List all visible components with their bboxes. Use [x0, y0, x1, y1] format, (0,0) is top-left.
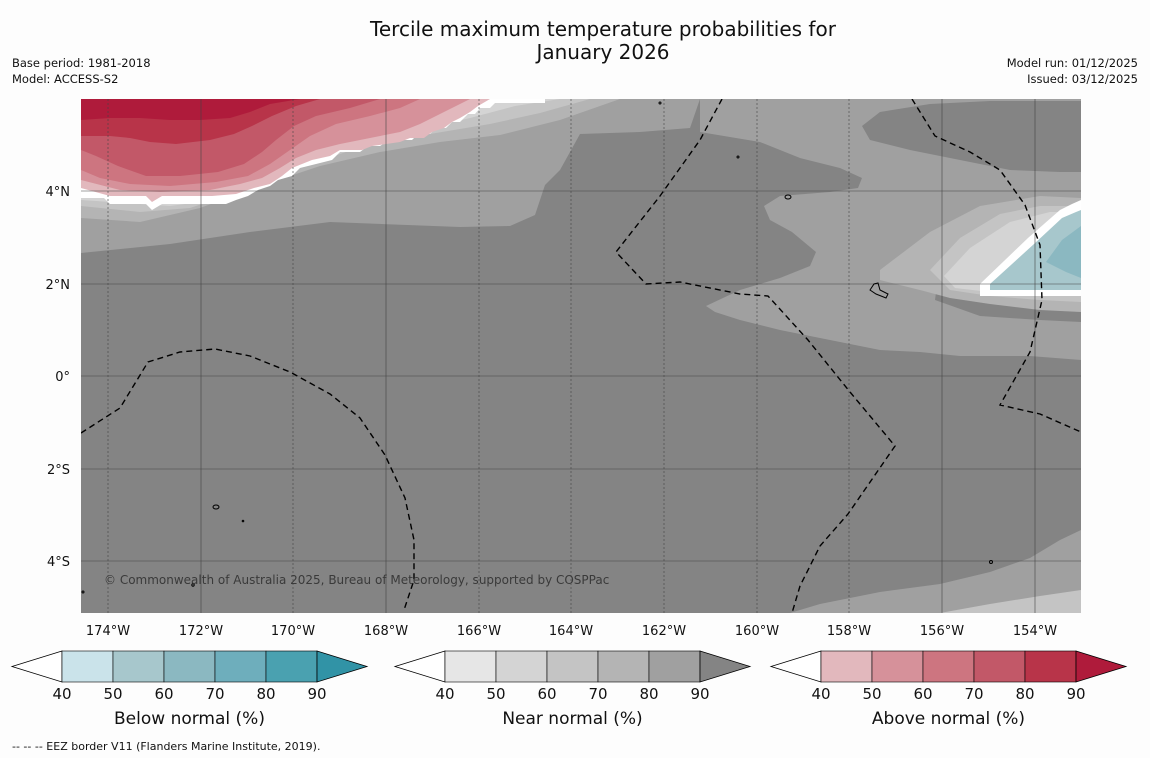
colorbar-tick: 40	[811, 685, 830, 703]
title-line-1: Tercile maximum temperature probabilitie…	[370, 17, 836, 41]
colorbar-segment	[597, 650, 650, 683]
islands	[81, 101, 993, 594]
colorbar-title-near: Near normal (%)	[502, 709, 643, 729]
lon-label: 158°W	[827, 624, 871, 639]
colorbar-title-below: Below normal (%)	[114, 709, 265, 729]
island	[869, 282, 889, 299]
colorbar-extension-high	[1075, 650, 1128, 683]
lon-labels: 174°W 172°W 170°W 168°W 166°W 164°W 162°…	[86, 624, 1057, 639]
colorbar-tick: 80	[1015, 685, 1034, 703]
lat-label: 0°	[55, 370, 70, 385]
colorbar-segment	[648, 650, 701, 683]
colorbar-segment	[61, 650, 114, 683]
lat-label: 4°S	[47, 555, 70, 570]
colorbar-tick: 70	[205, 685, 224, 703]
colorbar-above-normal: 40 50 60 70 80 90	[769, 650, 1128, 703]
lat-label: 2°N	[46, 278, 71, 293]
island	[241, 519, 245, 523]
colorbar-segment	[112, 650, 165, 683]
lon-label: 162°W	[642, 624, 686, 639]
colorbar-segment	[973, 650, 1026, 683]
colorbar-segment	[495, 650, 548, 683]
colorbar-tick: 50	[862, 685, 881, 703]
near-normal-south-60	[940, 590, 1081, 613]
colorbar-tick: 40	[52, 685, 71, 703]
lon-label: 174°W	[86, 624, 130, 639]
colorbar-title-above: Above normal (%)	[871, 709, 1026, 729]
copyright-text: © Commonwealth of Australia 2025, Bureau…	[104, 573, 609, 587]
lon-label: 168°W	[364, 624, 408, 639]
lon-label: 172°W	[179, 624, 223, 639]
above-normal-band-90	[81, 99, 300, 120]
colorbar-tick: 60	[913, 685, 932, 703]
island	[212, 504, 220, 510]
lon-label: 156°W	[920, 624, 964, 639]
colorbar-tick: 90	[1066, 685, 1085, 703]
colorbar-segment	[265, 650, 318, 683]
colorbar-tick: 90	[690, 685, 709, 703]
lon-label: 166°W	[457, 624, 501, 639]
lat-labels: 4°N 2°N 0° 2°S 4°S	[46, 185, 71, 570]
lon-label: 160°W	[735, 624, 779, 639]
near-normal-east-dark	[700, 99, 1081, 172]
colorbar-tick: 60	[537, 685, 556, 703]
gridlines	[81, 99, 1081, 613]
lon-label: 170°W	[271, 624, 315, 639]
lon-label: 164°W	[549, 624, 593, 639]
colorbar-tick: 80	[639, 685, 658, 703]
colorbar-segment	[214, 650, 267, 683]
colorbar-segment	[444, 650, 497, 683]
map-panel: © Commonwealth of Australia 2025, Bureau…	[81, 99, 1081, 613]
eez-footnote: -- -- -- EEZ border V11 (Flanders Marine…	[12, 740, 321, 753]
colorbar-tick: 50	[486, 685, 505, 703]
colorbar-tick: 70	[964, 685, 983, 703]
colorbar-tick: 70	[588, 685, 607, 703]
lat-label: 4°N	[46, 185, 71, 200]
colorbar-tick: 60	[154, 685, 173, 703]
model-name: Model: ACCESS-S2	[12, 72, 119, 86]
colorbar-tick: 40	[435, 685, 454, 703]
colorbar-segment	[922, 650, 975, 683]
below-normal-band-50	[990, 210, 1081, 290]
colorbar-below-normal: 40 50 60 70 80 90	[10, 650, 369, 703]
island	[989, 560, 993, 564]
meta-right: Model run: 01/12/2025 Issued: 03/12/2025	[1007, 55, 1138, 87]
meta-left: Base period: 1981-2018 Model: ACCESS-S2	[12, 55, 151, 87]
issued-date: Issued: 03/12/2025	[1027, 72, 1138, 86]
colorbar-extension-low	[769, 650, 822, 683]
island	[81, 590, 85, 594]
title-line-2: January 2026	[536, 40, 670, 64]
lat-label: 2°S	[47, 463, 70, 478]
model-run: Model run: 01/12/2025	[1006, 56, 1138, 70]
base-period: Base period: 1981-2018	[12, 56, 151, 70]
below-normal-band-60	[1046, 226, 1081, 278]
colorbar-segment	[546, 650, 599, 683]
colorbar-segment	[1024, 650, 1077, 683]
colorbar-near-normal: 40 50 60 70 80 90	[393, 650, 752, 703]
colorbar-tick: 80	[256, 685, 275, 703]
lon-label: 154°W	[1013, 624, 1057, 639]
near-normal-south-80	[790, 530, 1081, 613]
colorbar-tick: 50	[103, 685, 122, 703]
colorbar-segment	[871, 650, 924, 683]
colorbar-extension-high	[316, 650, 369, 683]
colorbar-segment	[820, 650, 873, 683]
island	[658, 101, 662, 105]
colorbar-segment	[163, 650, 216, 683]
map-title: Tercile maximum temperature probabilitie…	[0, 18, 1150, 64]
island	[191, 583, 195, 587]
island	[736, 155, 740, 159]
colorbar-tick: 90	[307, 685, 326, 703]
colorbar-extension-high	[699, 650, 752, 683]
colorbar-extension-low	[393, 650, 446, 683]
eez-borders	[81, 99, 1081, 613]
island	[784, 194, 792, 200]
colorbar-extension-low	[10, 650, 63, 683]
